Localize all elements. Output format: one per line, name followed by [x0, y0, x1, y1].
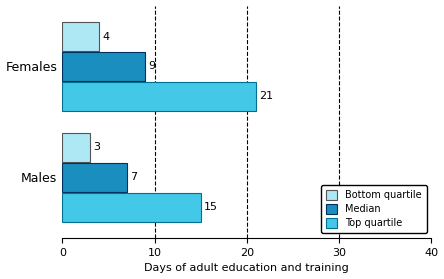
Text: 3: 3: [93, 142, 100, 152]
Bar: [62, 82, 256, 111]
X-axis label: Days of adult education and training: Days of adult education and training: [144, 263, 349, 273]
Bar: [62, 22, 99, 51]
Bar: [62, 163, 127, 192]
Bar: [62, 133, 90, 162]
Text: 15: 15: [203, 202, 218, 212]
Text: 4: 4: [102, 32, 109, 42]
Legend: Bottom quartile, Median, Top quartile: Bottom quartile, Median, Top quartile: [321, 185, 427, 233]
Text: 9: 9: [148, 61, 155, 71]
Text: 7: 7: [130, 172, 137, 182]
Bar: [62, 193, 201, 222]
Bar: [62, 52, 145, 81]
Text: 21: 21: [259, 92, 273, 101]
